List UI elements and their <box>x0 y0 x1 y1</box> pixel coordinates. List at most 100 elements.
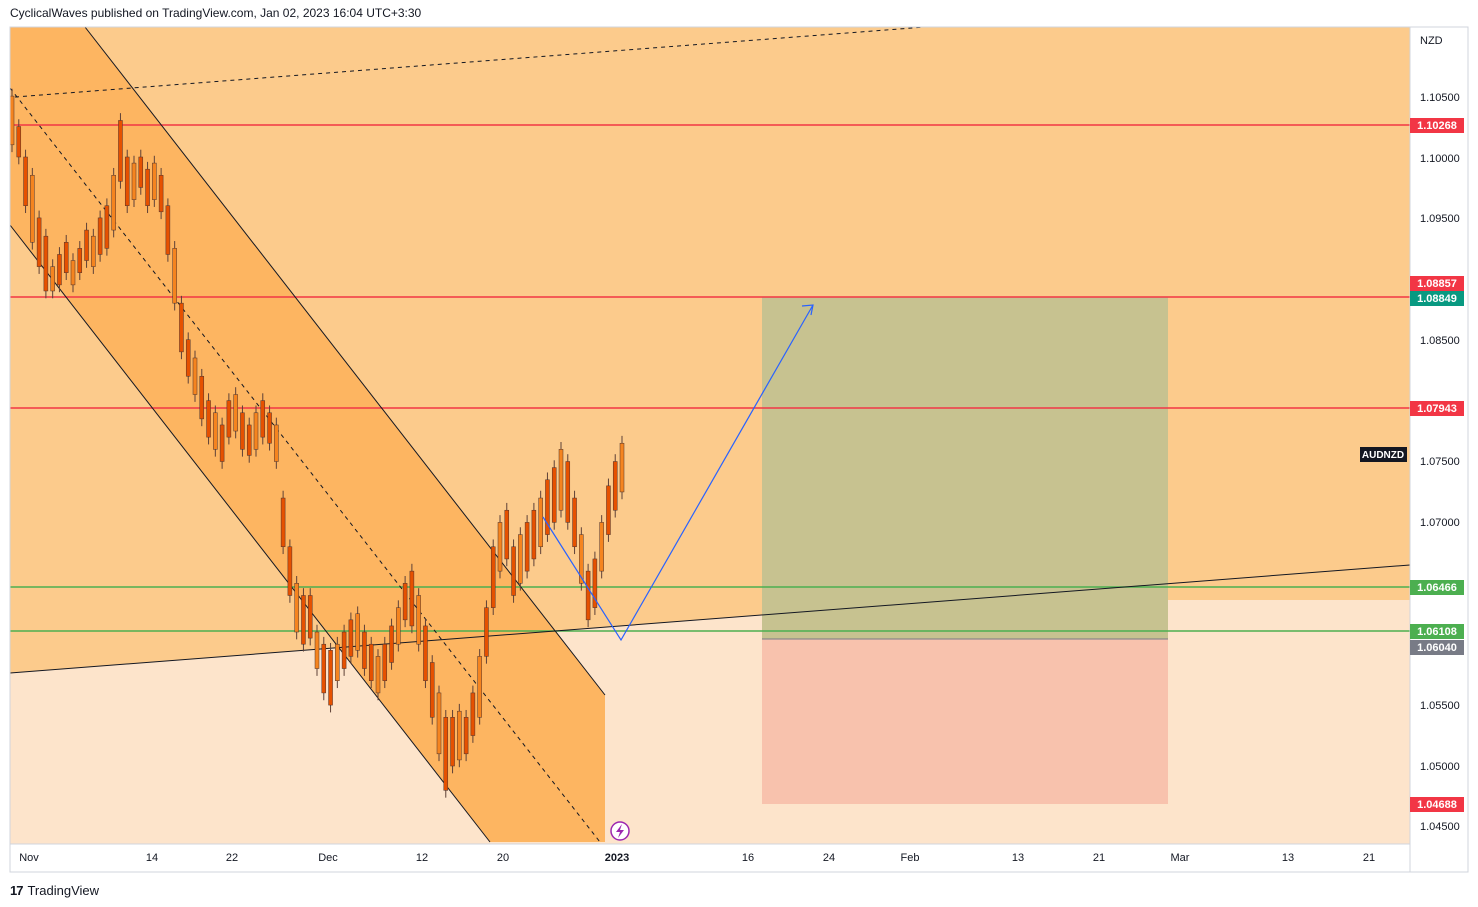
candle-body <box>179 302 184 353</box>
price-tag-1.07943: 1.07943 <box>1410 401 1464 416</box>
candle-body <box>70 260 76 286</box>
candle-body <box>545 479 550 535</box>
candle-body <box>497 522 503 572</box>
candle-body <box>104 205 110 249</box>
target-zone <box>762 297 1168 639</box>
candle-body <box>192 357 198 395</box>
y-ticks: 1.10500 1.10000 1.09500 1.08500 1.07500 … <box>1420 92 1460 833</box>
candle-body <box>375 656 381 694</box>
candle-body <box>572 497 577 548</box>
candle-body <box>267 412 272 444</box>
svg-text:1.06108: 1.06108 <box>1417 626 1457 638</box>
candle-body <box>518 534 523 584</box>
candle-body <box>23 156 28 206</box>
candle-body <box>138 156 144 188</box>
x-tick: 24 <box>823 852 835 864</box>
candle-body <box>280 497 286 548</box>
x-tick: 13 <box>1012 852 1024 864</box>
tradingview-logo-icon[interactable]: 17 <box>10 882 24 898</box>
time-axis-bg <box>0 844 1478 872</box>
candle-body <box>97 217 103 255</box>
candle-body <box>362 631 367 669</box>
candle-body <box>307 595 313 639</box>
candle-body <box>348 619 354 657</box>
candle-body <box>606 485 611 535</box>
lightning-icon[interactable] <box>610 821 630 841</box>
y-tick: 1.04500 <box>1420 821 1460 833</box>
stop-zone <box>762 639 1168 804</box>
x-tick: Nov <box>19 852 39 864</box>
svg-text:1.07943: 1.07943 <box>1417 403 1457 415</box>
y-tick: 1.10000 <box>1420 153 1460 165</box>
candle-body <box>36 217 42 267</box>
candle-body <box>206 400 211 438</box>
candle-body <box>226 400 232 438</box>
candle-body <box>355 613 360 651</box>
publisher-caption: CyclicalWaves published on TradingView.c… <box>10 6 422 20</box>
candle-body <box>524 522 530 572</box>
price-tag-1.04688: 1.04688 <box>1410 797 1464 812</box>
candle-body <box>396 607 401 645</box>
svg-text:1.08857: 1.08857 <box>1417 278 1457 290</box>
candle-body <box>579 534 584 584</box>
svg-text:1.10268: 1.10268 <box>1417 120 1457 132</box>
footer: 17 TradingView <box>10 880 99 900</box>
candle-body <box>131 162 137 200</box>
candle-body <box>124 156 130 206</box>
projection-arrowhead <box>801 304 814 316</box>
candle-body <box>511 546 516 596</box>
x-tick: 16 <box>742 852 754 864</box>
candle-body <box>253 412 259 450</box>
candle-body <box>240 412 245 450</box>
x-tick: 21 <box>1093 852 1105 864</box>
svg-text:1.04688: 1.04688 <box>1417 799 1457 811</box>
candle-body <box>145 168 150 206</box>
candle-body <box>429 662 435 718</box>
candle-body <box>328 650 333 706</box>
candle-body <box>490 546 496 608</box>
candle-body <box>16 126 22 158</box>
x-tick: Feb <box>901 852 920 864</box>
candle-body <box>619 442 625 493</box>
candle-body <box>50 266 55 292</box>
x-tick: 13 <box>1282 852 1294 864</box>
projection-path[interactable] <box>542 304 814 642</box>
currency-label: NZD <box>1420 35 1443 47</box>
candle-body <box>341 631 347 669</box>
candle-body <box>219 424 225 462</box>
price-tag-1.06466: 1.06466 <box>1410 580 1464 595</box>
candle-body <box>551 467 557 523</box>
candle-body <box>165 205 171 255</box>
svg-text:AUDNZD: AUDNZD <box>1362 450 1404 461</box>
candle-body <box>9 95 15 146</box>
candle-body <box>274 424 279 462</box>
candle-body <box>84 229 89 261</box>
candle-body <box>260 400 266 438</box>
y-tick: 1.10500 <box>1420 92 1460 104</box>
candle-body <box>612 461 618 511</box>
candle-body <box>43 235 49 292</box>
candles <box>9 88 625 798</box>
x-tick: 20 <box>497 852 509 864</box>
x-tick: 22 <box>226 852 238 864</box>
channel-lower-line[interactable] <box>9 224 491 843</box>
price-tag-1.08857: 1.08857 <box>1410 276 1464 291</box>
candle-body <box>504 509 510 560</box>
candle-body <box>111 175 116 231</box>
candle-body <box>484 607 489 657</box>
rising-support-line[interactable] <box>9 564 1411 674</box>
candle-body <box>335 643 340 681</box>
price-axis-bg <box>1410 27 1478 872</box>
y-tick: 1.09500 <box>1420 213 1460 225</box>
y-tick: 1.05000 <box>1420 761 1460 773</box>
candle-body <box>321 643 327 694</box>
channel-upper-line[interactable] <box>84 26 606 696</box>
candle-body <box>199 375 205 420</box>
rising-dashed-line[interactable] <box>14 26 926 98</box>
y-tick: 1.07000 <box>1420 517 1460 529</box>
y-tick: 1.07500 <box>1420 456 1460 468</box>
candle-body <box>389 625 394 663</box>
candle-body <box>368 643 374 681</box>
x-tick: 12 <box>416 852 428 864</box>
